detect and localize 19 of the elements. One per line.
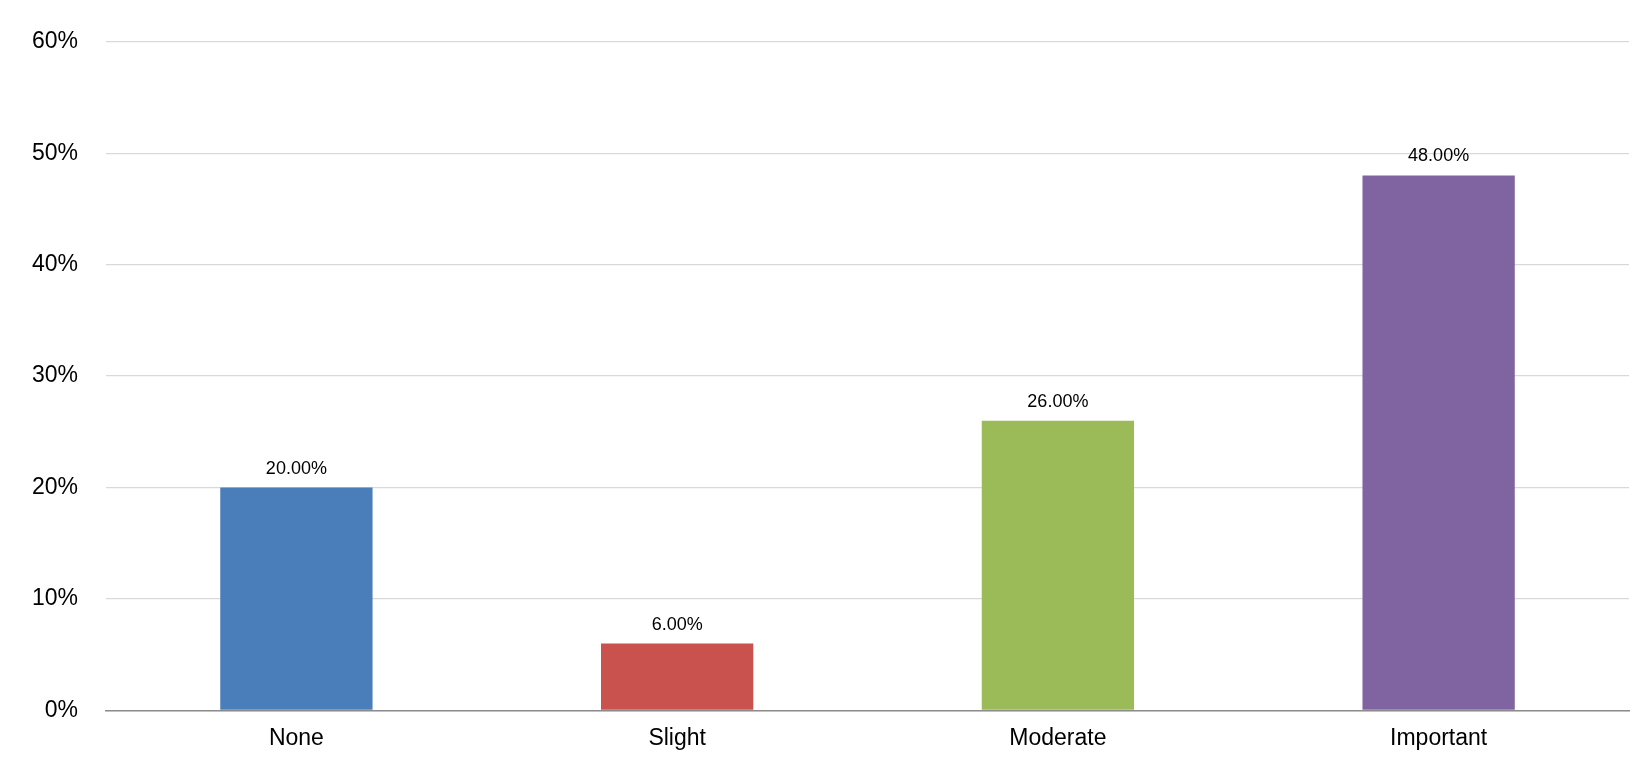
- y-tick-label: 0%: [44, 695, 79, 722]
- bar: [981, 420, 1135, 710]
- data-label: 26.00%: [1027, 390, 1089, 411]
- y-tick-label: 50%: [31, 138, 79, 165]
- x-tick-label: Moderate: [1009, 723, 1107, 750]
- data-label: 20.00%: [265, 457, 327, 478]
- y-tick-label: 20%: [31, 472, 79, 499]
- data-label: 6.00%: [651, 613, 703, 634]
- x-tick-label: Important: [1390, 723, 1488, 750]
- y-tick-label: 10%: [31, 584, 79, 611]
- y-tick-label: 60%: [31, 27, 79, 54]
- bar: [1362, 175, 1515, 710]
- y-tick-label: 30%: [31, 361, 79, 388]
- y-tick-label: 40%: [31, 250, 79, 277]
- x-tick-label: None: [268, 723, 324, 750]
- data-label: 48.00%: [1408, 145, 1470, 166]
- bar: [601, 643, 754, 710]
- bar: [220, 487, 373, 710]
- x-tick-label: Slight: [648, 723, 707, 750]
